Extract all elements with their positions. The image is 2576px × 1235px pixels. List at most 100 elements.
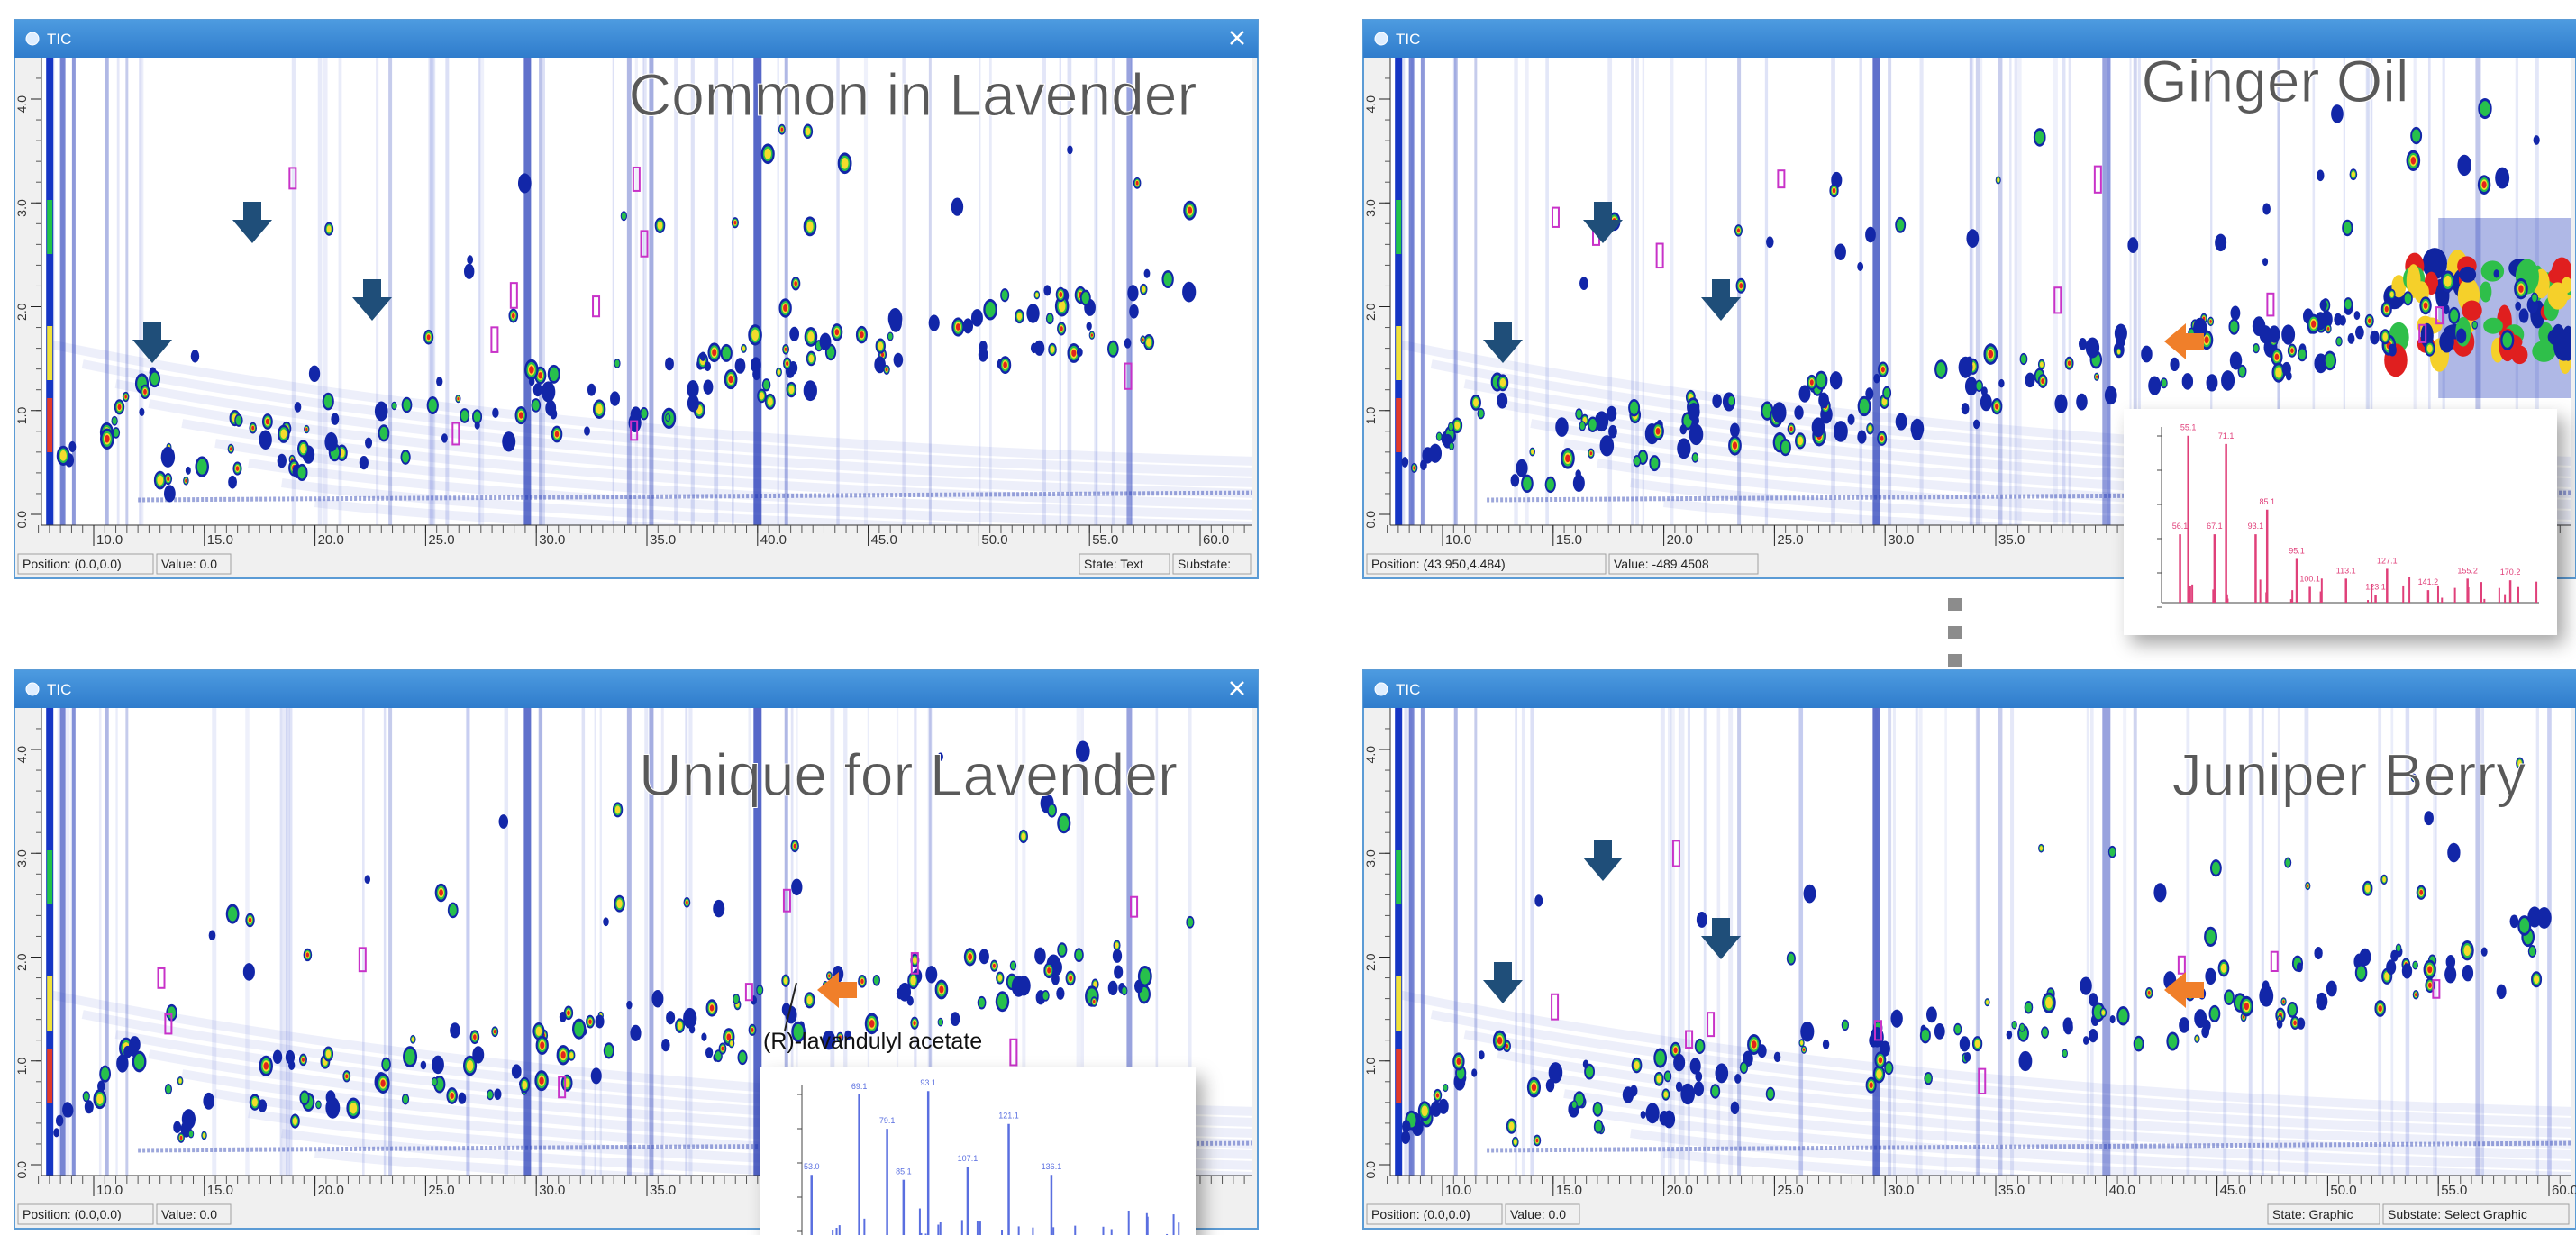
marker-box bbox=[2053, 286, 2062, 314]
blob-core bbox=[2529, 946, 2535, 957]
blob bbox=[1890, 1009, 1903, 1028]
blob bbox=[2422, 248, 2447, 280]
blob-core bbox=[1081, 292, 1089, 304]
blob-core bbox=[1781, 440, 1789, 454]
faint-streak bbox=[1703, 708, 1707, 1176]
edge-band bbox=[1396, 976, 1402, 1031]
blob-core bbox=[1883, 387, 1890, 398]
blob bbox=[822, 1030, 836, 1050]
x-tick-label: 10.0 bbox=[1445, 1183, 1471, 1198]
blob-core bbox=[878, 341, 884, 350]
blob bbox=[2205, 967, 2216, 985]
blob-core bbox=[1059, 815, 1070, 831]
faint-streak bbox=[1704, 58, 1707, 525]
blob bbox=[374, 401, 388, 422]
streak bbox=[1888, 708, 1892, 1176]
blob-core bbox=[733, 221, 737, 225]
y-tick-label: 1.0 bbox=[1363, 1058, 1378, 1076]
blob bbox=[1497, 392, 1508, 409]
close-button[interactable] bbox=[1230, 31, 1244, 45]
faint-streak bbox=[1188, 708, 1192, 1176]
background-band bbox=[1597, 1109, 2571, 1176]
blob-core bbox=[1513, 1139, 1517, 1145]
x-tick-label: 55.0 bbox=[1092, 532, 1118, 548]
marker-box bbox=[632, 166, 641, 192]
faint-streak bbox=[1408, 708, 1413, 1176]
blob-core bbox=[2095, 375, 2098, 378]
blob-core bbox=[1090, 333, 1093, 337]
blob-core bbox=[733, 994, 739, 1003]
blob-core bbox=[1664, 1072, 1670, 1081]
blob bbox=[962, 318, 974, 334]
blob bbox=[893, 352, 904, 368]
blob-core bbox=[439, 889, 443, 896]
blob bbox=[1075, 740, 1090, 762]
blob bbox=[950, 1012, 960, 1027]
blob-core bbox=[979, 997, 986, 1008]
blob-core bbox=[1595, 1121, 1602, 1132]
blob-core bbox=[2147, 990, 2151, 995]
status-text: Position: (43.950,4.484) bbox=[1371, 557, 1506, 571]
blob bbox=[2518, 308, 2529, 323]
faint-streak bbox=[2405, 708, 2410, 1176]
streak bbox=[626, 58, 632, 525]
blob-core bbox=[712, 349, 717, 357]
blob-core bbox=[721, 1046, 724, 1051]
blob-core bbox=[726, 1033, 732, 1040]
inset-panel bbox=[760, 1067, 1196, 1235]
blob-core bbox=[985, 302, 996, 318]
blob-core bbox=[2367, 318, 2371, 323]
blob bbox=[128, 1043, 135, 1053]
edge-band bbox=[1395, 708, 1403, 1176]
blob-core bbox=[677, 1022, 683, 1031]
blob-core bbox=[2118, 1008, 2128, 1023]
blob-core bbox=[2289, 1003, 2297, 1016]
faint-streak bbox=[643, 58, 647, 525]
x-tick-label: 15.0 bbox=[1556, 532, 1582, 548]
blob bbox=[683, 1007, 697, 1029]
blob bbox=[1980, 386, 1988, 396]
blob bbox=[1895, 413, 1907, 431]
blob-core bbox=[2019, 1023, 2025, 1031]
background-band bbox=[1530, 1069, 2571, 1159]
status-text: Value: 0.0 bbox=[1510, 1207, 1566, 1221]
blob-core bbox=[1630, 401, 1639, 414]
blob bbox=[626, 1000, 633, 1010]
blob-core bbox=[2135, 1038, 2143, 1050]
blob bbox=[2515, 301, 2522, 311]
faint-streak bbox=[2137, 58, 2141, 525]
blob bbox=[502, 431, 516, 452]
blob bbox=[666, 1011, 676, 1025]
blob bbox=[874, 356, 886, 374]
blob bbox=[2259, 985, 2274, 1007]
blob-core bbox=[379, 426, 388, 440]
faint-streak bbox=[2304, 708, 2309, 1176]
faint-streak bbox=[927, 708, 931, 1176]
background-band bbox=[1497, 1049, 2571, 1149]
blob bbox=[1555, 417, 1569, 437]
blob bbox=[1794, 405, 1804, 420]
blob-core bbox=[1473, 398, 1479, 407]
y-tick-label: 4.0 bbox=[14, 746, 29, 764]
marker-box bbox=[1655, 242, 1664, 269]
faint-streak bbox=[61, 58, 65, 525]
blob bbox=[1594, 411, 1609, 432]
blob-core bbox=[1122, 986, 1127, 994]
faint-streak bbox=[323, 58, 328, 525]
blob-core bbox=[2463, 945, 2471, 957]
blob bbox=[2221, 370, 2235, 391]
blob-core bbox=[574, 1021, 585, 1037]
faint-streak bbox=[1094, 58, 1098, 525]
blob-core bbox=[345, 1074, 349, 1079]
status-text: State: Graphic bbox=[2272, 1207, 2353, 1221]
x-tick-label: 15.0 bbox=[1556, 1183, 1582, 1198]
x-tick-label: 20.0 bbox=[1667, 1183, 1693, 1198]
blob bbox=[1606, 405, 1617, 422]
arrow-down bbox=[1701, 279, 1741, 321]
marker-box bbox=[1009, 1038, 1018, 1067]
blob-core bbox=[2045, 996, 2053, 1009]
blob-core bbox=[968, 953, 972, 961]
close-button[interactable] bbox=[1230, 681, 1244, 695]
blob-core bbox=[1456, 1058, 1461, 1066]
blob bbox=[1689, 1058, 1701, 1075]
